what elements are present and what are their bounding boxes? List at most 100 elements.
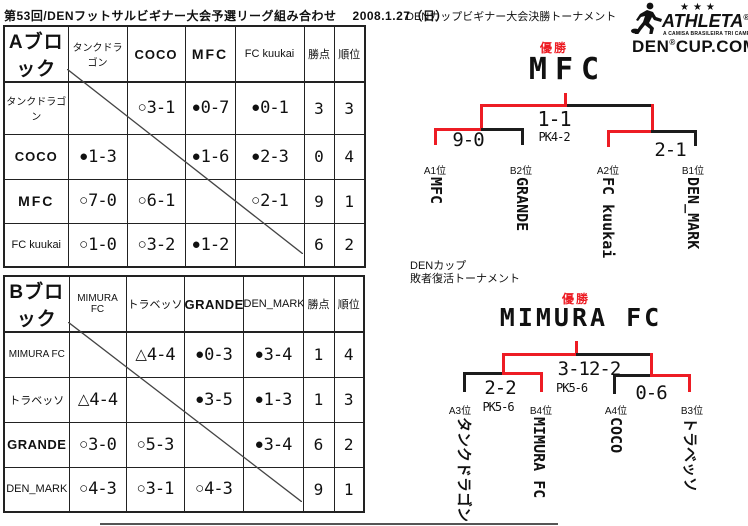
match-cell: ●1-3 — [67, 133, 128, 180]
final-bar-loser-line — [576, 353, 653, 356]
slot-leg-line — [688, 374, 691, 392]
slot-team-name: FC kuukai — [599, 177, 617, 259]
match-cell: ○3-0 — [68, 421, 127, 468]
points-value: 9 — [302, 466, 335, 513]
right-semi-bar-loser-line — [613, 374, 653, 377]
row-team: MIMURA FC — [3, 331, 70, 378]
score: 3-0 — [88, 434, 117, 455]
page-title-text: 第53回/DENフットサルビギナー大会予選リーグ組み合わせ — [4, 9, 337, 23]
champion-stem-line — [575, 341, 578, 356]
final-bar-winner-line — [480, 104, 567, 107]
result-mark: ● — [191, 235, 201, 253]
self-cell — [242, 466, 304, 513]
self-cell — [68, 331, 127, 378]
result-mark: ● — [191, 99, 201, 117]
champion-stem-line — [564, 93, 567, 107]
row-team: DEN_MARK — [3, 466, 70, 513]
score: 2-1 — [260, 191, 289, 211]
match-cell: △4-4 — [68, 376, 127, 423]
score: 1-6 — [200, 146, 230, 167]
col-header-team: MFC — [184, 25, 236, 83]
score: 3-4 — [263, 344, 293, 365]
seed-label: B4位 — [529, 406, 553, 417]
consolation-title-line2: 敗者復活トーナメント — [410, 273, 520, 285]
self-cell — [67, 81, 128, 135]
result-mark: ● — [251, 147, 261, 165]
match-cell: ●3-5 — [183, 376, 244, 423]
result-mark: ○ — [79, 435, 89, 453]
score: 1-0 — [88, 234, 117, 255]
brand-stars: ★★★ — [680, 2, 719, 13]
slot-team-name: MFC — [427, 177, 445, 205]
brand-site-cup: CUP.COM — [675, 37, 748, 56]
match-cell: ○3-1 — [126, 81, 186, 135]
points-value: 1 — [302, 331, 335, 378]
score: 2-3 — [260, 146, 289, 167]
row-team: COCO — [3, 133, 69, 180]
consolation-champion-name: MIMURA FC — [499, 303, 663, 332]
right-semi-stem-line — [651, 104, 654, 132]
points-value: 0 — [303, 133, 335, 180]
score: 1-3 — [263, 389, 293, 410]
slot-team-name: COCO — [607, 417, 625, 454]
self-cell — [234, 222, 305, 268]
slot-leg-line — [607, 130, 610, 147]
points-value: 3 — [303, 81, 335, 135]
score: 3-5 — [204, 389, 233, 410]
seed-label: B3位 — [680, 406, 704, 417]
final-champion-label: 優勝 — [539, 41, 569, 55]
col-header-team: トラベッソ — [125, 275, 185, 333]
right-semi-bar-loser-line — [651, 130, 697, 133]
match-cell: ●0-3 — [183, 331, 244, 378]
result-mark: ● — [195, 345, 205, 363]
match-cell: ●0-7 — [184, 81, 236, 135]
slot-team-name: トラベッソ — [681, 417, 699, 493]
match-cell: △4-4 — [125, 331, 185, 378]
slot-team-name: GRANDE — [513, 177, 531, 232]
block-b-table: Bブロック MIMURA FC トラベッソ GRANDE DEN_MARK 勝点… — [3, 275, 365, 513]
result-mark: △ — [135, 345, 147, 363]
result-mark: ○ — [195, 480, 205, 498]
rank-value: 2 — [333, 222, 366, 268]
page-date: 2008.1.27（日） — [352, 9, 448, 23]
slot-team-name: MIMURA FC — [530, 417, 548, 499]
match-cell: ○6-1 — [126, 178, 186, 224]
score: 4-4 — [89, 389, 118, 410]
col-header-team: MIMURA FC — [68, 275, 127, 333]
right-semi-score: 2-1 — [654, 139, 686, 161]
match-cell: ○3-2 — [126, 222, 186, 268]
row-team: GRANDE — [3, 421, 70, 468]
result-mark: ○ — [79, 235, 89, 253]
final-score: 3-12-2 — [557, 358, 622, 380]
result-mark: ○ — [79, 480, 89, 498]
col-header-team: タンクドラゴン — [67, 25, 128, 83]
rank-value: 4 — [333, 133, 366, 180]
final-pk-score: PK4-2 — [538, 130, 570, 144]
result-mark: ● — [79, 147, 89, 165]
result-mark: ● — [251, 99, 261, 117]
result-mark: ○ — [136, 435, 146, 453]
rank-value: 4 — [333, 331, 365, 378]
match-cell: ●2-3 — [234, 133, 305, 180]
points-value: 9 — [303, 178, 335, 224]
score: 5-3 — [145, 434, 175, 455]
consolation-title-line1: DENカップ — [410, 260, 467, 272]
match-cell: ○3-1 — [125, 466, 185, 513]
result-mark: ○ — [251, 192, 261, 209]
row-team: トラベッソ — [3, 376, 70, 423]
match-cell: ●3-4 — [242, 331, 304, 378]
result-mark: ● — [191, 147, 201, 165]
result-mark: ● — [195, 390, 205, 408]
slot-leg-line — [521, 128, 524, 145]
score: 0-7 — [200, 98, 230, 119]
registered-mark-icon: ® — [669, 38, 676, 47]
final-bar-winner-line — [502, 353, 578, 356]
brand-site: DEN®CUP.COM — [632, 37, 748, 57]
match-cell: ●1-6 — [184, 133, 236, 180]
right-semi-bar-winner-line — [650, 374, 691, 377]
row-team: MFC — [3, 178, 69, 224]
slot-leg-line — [540, 372, 543, 392]
points-header: 勝点 — [303, 25, 335, 83]
result-mark: △ — [77, 390, 90, 408]
